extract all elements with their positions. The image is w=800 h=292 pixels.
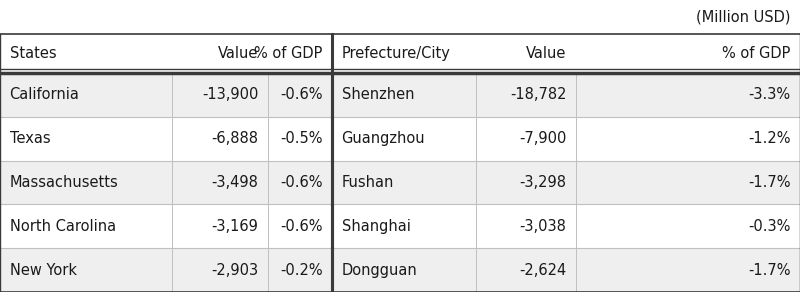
Text: Shanghai: Shanghai	[342, 219, 410, 234]
Text: -3,298: -3,298	[519, 175, 566, 190]
Text: Fushan: Fushan	[342, 175, 394, 190]
Text: -3,169: -3,169	[211, 219, 258, 234]
Bar	[0, 73, 800, 117]
Bar	[0, 161, 800, 204]
Text: -0.6%: -0.6%	[280, 219, 322, 234]
Text: -3,038: -3,038	[519, 219, 566, 234]
Text: Shenzhen: Shenzhen	[342, 87, 414, 102]
Text: Value: Value	[526, 46, 566, 61]
Text: % of GDP: % of GDP	[722, 46, 790, 61]
Text: -0.2%: -0.2%	[280, 263, 322, 278]
Text: -0.5%: -0.5%	[280, 131, 322, 146]
Text: -1.7%: -1.7%	[748, 263, 790, 278]
Bar	[0, 204, 800, 248]
Text: -18,782: -18,782	[510, 87, 566, 102]
Text: -1.2%: -1.2%	[748, 131, 790, 146]
Text: Guangzhou: Guangzhou	[342, 131, 426, 146]
Text: (Million USD): (Million USD)	[696, 9, 790, 24]
Text: -3,498: -3,498	[211, 175, 258, 190]
Text: States: States	[10, 46, 56, 61]
Text: California: California	[10, 87, 79, 102]
Text: -0.6%: -0.6%	[280, 175, 322, 190]
Text: -0.6%: -0.6%	[280, 87, 322, 102]
Text: Texas: Texas	[10, 131, 50, 146]
Text: New York: New York	[10, 263, 77, 278]
Text: North Carolina: North Carolina	[10, 219, 116, 234]
Text: -13,900: -13,900	[202, 87, 258, 102]
Bar	[0, 117, 800, 161]
Text: % of GDP: % of GDP	[254, 46, 322, 61]
Text: -2,903: -2,903	[211, 263, 258, 278]
Text: -1.7%: -1.7%	[748, 175, 790, 190]
Text: -6,888: -6,888	[211, 131, 258, 146]
Text: Massachusetts: Massachusetts	[10, 175, 118, 190]
Text: Prefecture/City: Prefecture/City	[342, 46, 450, 61]
Text: -2,624: -2,624	[519, 263, 566, 278]
Text: -3.3%: -3.3%	[748, 87, 790, 102]
Text: Value: Value	[218, 46, 258, 61]
Text: -0.3%: -0.3%	[748, 219, 790, 234]
Text: Dongguan: Dongguan	[342, 263, 418, 278]
Text: -7,900: -7,900	[519, 131, 566, 146]
Bar	[0, 248, 800, 292]
